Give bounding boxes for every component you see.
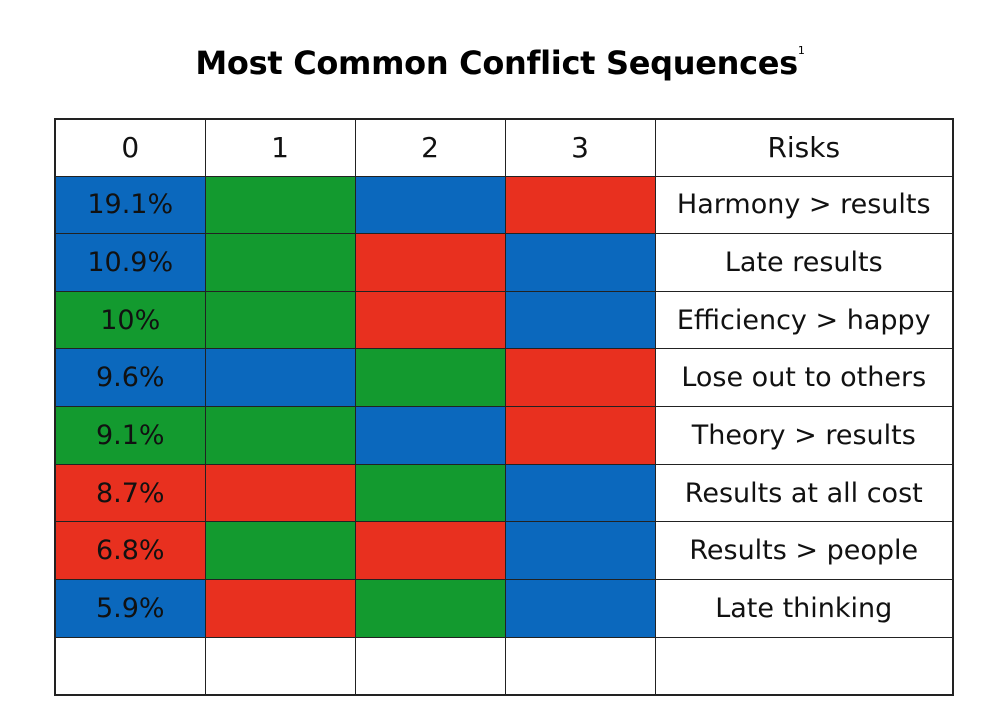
column-header-3: 3: [504, 118, 656, 177]
sequence-cell-2: [354, 579, 506, 638]
sequence-cell-3: [504, 175, 656, 235]
table-row: 5.9% Late thinking: [54, 579, 954, 638]
table-body: 19.1% Harmony > results 10.9% Late results 1…: [54, 175, 954, 696]
percent-cell: 10.9%: [54, 233, 206, 292]
chart-title: Most Common Conflict Sequences1: [0, 44, 1000, 82]
column-header-0: 0: [54, 118, 206, 177]
risk-cell: Results at all cost: [654, 463, 954, 523]
table-row: 8.7% Results at all cost: [54, 463, 954, 523]
table-row: 19.1% Harmony > results: [54, 175, 954, 235]
sequence-cell-3: [504, 290, 656, 350]
sequence-cell-2: [354, 175, 506, 235]
risk-cell: Harmony > results: [654, 175, 954, 235]
table-row: 9.1% Theory > results: [54, 406, 954, 465]
sequence-cell-3: [504, 579, 656, 638]
empty-cell: [204, 636, 356, 696]
percent-cell: 8.7%: [54, 463, 206, 523]
sequence-cell-1: [204, 579, 356, 638]
percent-cell: 5.9%: [54, 579, 206, 638]
table-row: 10% Efficiency > happy: [54, 290, 954, 350]
risk-cell: Late thinking: [654, 579, 954, 638]
title-footnote-marker: 1: [797, 44, 805, 58]
percent-cell: 10%: [54, 290, 206, 350]
risk-cell: Late results: [654, 233, 954, 292]
table-row: 10.9% Late results: [54, 233, 954, 292]
sequence-cell-2: [354, 463, 506, 523]
percent-cell: 6.8%: [54, 521, 206, 581]
sequence-cell-2: [354, 521, 506, 581]
sequence-cell-3: [504, 463, 656, 523]
percent-cell: 9.6%: [54, 348, 206, 408]
sequence-cell-2: [354, 348, 506, 408]
empty-cell: [54, 636, 206, 696]
risk-cell: Lose out to others: [654, 348, 954, 408]
sequence-cell-1: [204, 175, 356, 235]
empty-cell: [354, 636, 506, 696]
sequence-cell-2: [354, 290, 506, 350]
sequence-cell-1: [204, 463, 356, 523]
risk-cell: Results > people: [654, 521, 954, 581]
empty-cell: [654, 636, 954, 696]
sequence-cell-2: [354, 233, 506, 292]
empty-row: [54, 636, 954, 696]
sequence-cell-3: [504, 233, 656, 292]
sequence-cell-3: [504, 521, 656, 581]
column-header-risks: Risks: [654, 118, 954, 177]
column-header-1: 1: [204, 118, 356, 177]
chart-title-text: Most Common Conflict Sequences: [195, 44, 798, 82]
table-row: 9.6% Lose out to others: [54, 348, 954, 408]
sequence-cell-1: [204, 233, 356, 292]
risk-cell: Efficiency > happy: [654, 290, 954, 350]
conflict-sequence-table: 0 1 2 3 Risks 19.1% Harmony > results 10.9…: [54, 118, 954, 696]
sequence-cell-3: [504, 406, 656, 465]
column-header-2: 2: [354, 118, 506, 177]
sequence-cell-1: [204, 406, 356, 465]
risk-cell: Theory > results: [654, 406, 954, 465]
sequence-cell-3: [504, 348, 656, 408]
sequence-cell-1: [204, 521, 356, 581]
sequence-cell-1: [204, 348, 356, 408]
sequence-cell-2: [354, 406, 506, 465]
table-row: 6.8% Results > people: [54, 521, 954, 581]
sequence-cell-1: [204, 290, 356, 350]
empty-cell: [504, 636, 656, 696]
percent-cell: 9.1%: [54, 406, 206, 465]
percent-cell: 19.1%: [54, 175, 206, 235]
header-row: 0 1 2 3 Risks: [54, 118, 954, 177]
